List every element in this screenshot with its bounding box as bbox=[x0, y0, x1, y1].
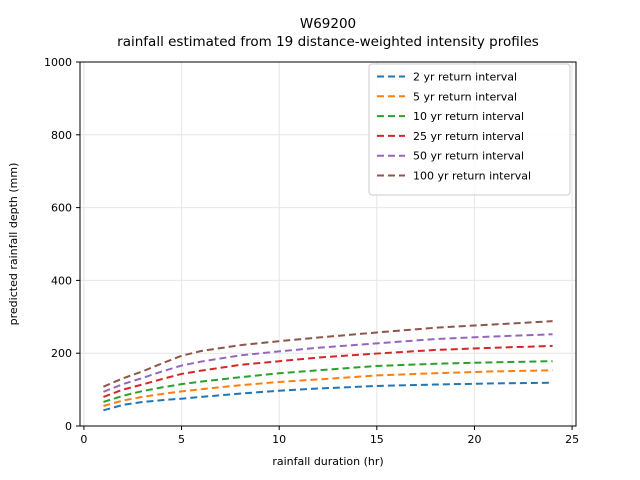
y-tick-label-600: 600 bbox=[51, 202, 72, 215]
series-line-100-yr-return-interval bbox=[103, 320, 553, 388]
tick-layer: 0 5 10 15 20 25 0 200 400 600 800 1000 bbox=[44, 56, 579, 446]
legend-entry-5-yr-return-interval: 5 yr return interval bbox=[377, 90, 517, 103]
series-line-50-yr-return-interval bbox=[103, 333, 553, 393]
legend-entry-50-yr-return-interval: 50 yr return interval bbox=[377, 150, 524, 163]
x-tick-label-25: 25 bbox=[565, 433, 579, 446]
y-axis-label: predicted rainfall depth (mm) bbox=[7, 163, 20, 326]
legend-label-4: 25 yr return interval bbox=[413, 130, 524, 143]
x-tick-label-0: 0 bbox=[80, 433, 87, 446]
legend-label-6: 100 yr return interval bbox=[413, 170, 531, 183]
x-tick-label-5: 5 bbox=[178, 433, 185, 446]
legend-entry-10-yr-return-interval: 10 yr return interval bbox=[377, 110, 524, 123]
legend-label-1: 2 yr return interval bbox=[413, 71, 517, 84]
series-line-10-yr-return-interval bbox=[103, 360, 553, 403]
series-line-5-yr-return-interval bbox=[103, 369, 553, 407]
x-tick-label-10: 10 bbox=[272, 433, 286, 446]
legend-frame bbox=[368, 63, 571, 196]
legend-entry-100-yr-return-interval: 100 yr return interval bbox=[377, 170, 531, 183]
chart-subtitle: rainfall estimated from 19 distance-weig… bbox=[117, 34, 539, 50]
x-tick-label-20: 20 bbox=[467, 433, 481, 446]
legend-label-5: 50 yr return interval bbox=[413, 150, 524, 163]
y-tick-label-1000: 1000 bbox=[44, 56, 72, 69]
series-layer bbox=[103, 320, 553, 412]
y-tick-label-200: 200 bbox=[51, 347, 72, 360]
y-tick-label-400: 400 bbox=[51, 274, 72, 287]
series-line-2-yr-return-interval bbox=[103, 381, 553, 412]
plot-border bbox=[79, 61, 577, 427]
y-tick-label-0: 0 bbox=[65, 420, 72, 433]
chart-title: W69200 bbox=[300, 16, 356, 32]
x-axis-label: rainfall duration (hr) bbox=[272, 455, 383, 468]
legend-entry-2-yr-return-interval: 2 yr return interval bbox=[377, 71, 517, 84]
x-tick-label-15: 15 bbox=[370, 433, 384, 446]
y-tick-label-800: 800 bbox=[51, 129, 72, 142]
legend: 2 yr return interval 5 yr return interval… bbox=[368, 63, 571, 196]
series-line-25-yr-return-interval bbox=[103, 344, 553, 398]
legend-label-3: 10 yr return interval bbox=[413, 110, 524, 123]
legend-label-2: 5 yr return interval bbox=[413, 90, 517, 103]
legend-entry-25-yr-return-interval: 25 yr return interval bbox=[377, 130, 524, 143]
